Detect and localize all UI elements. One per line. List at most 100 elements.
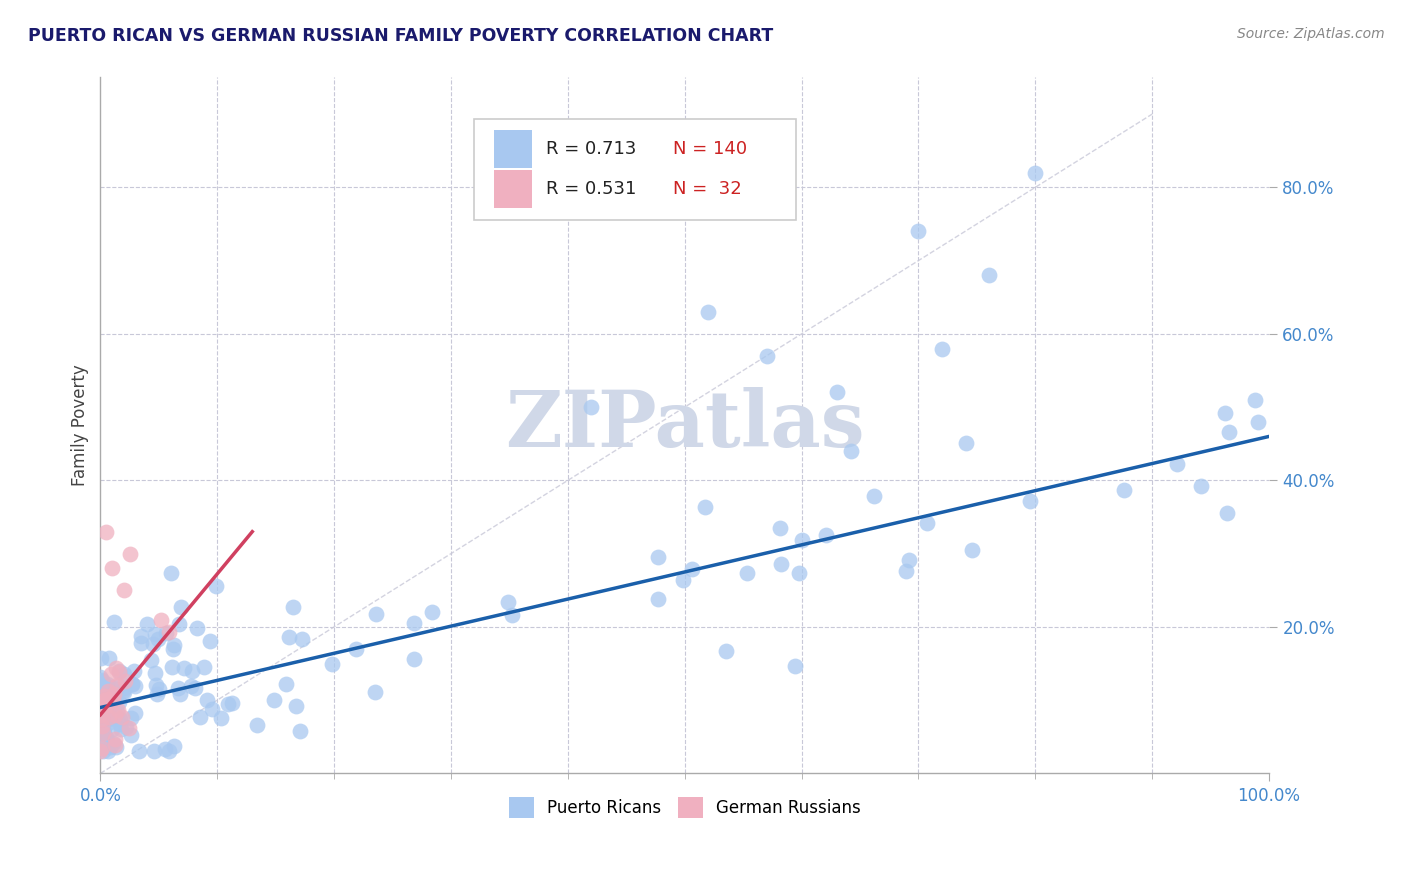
Point	[735, 566, 758, 581]
Point	[97, 681, 120, 695]
Point	[783, 658, 806, 673]
Point	[148, 682, 170, 697]
Point	[290, 723, 312, 738]
Point	[108, 717, 131, 731]
Point	[105, 661, 128, 675]
Point	[98, 739, 121, 754]
Point	[103, 687, 125, 701]
Point	[98, 651, 121, 665]
Point	[697, 305, 720, 319]
Point	[97, 684, 120, 698]
Point	[1024, 166, 1046, 180]
Point	[108, 665, 131, 679]
Text: R = 0.713: R = 0.713	[546, 140, 636, 158]
Point	[100, 694, 122, 708]
Point	[755, 349, 778, 363]
Point	[146, 632, 169, 646]
Point	[769, 521, 792, 535]
Point	[160, 659, 183, 673]
Point	[579, 400, 602, 414]
Point	[496, 595, 519, 609]
Point	[101, 694, 124, 708]
Point	[118, 547, 141, 561]
Point	[105, 739, 128, 754]
Bar	[494, 169, 531, 208]
Point	[146, 687, 169, 701]
Point	[647, 591, 669, 606]
Point	[112, 583, 135, 598]
Point	[91, 673, 114, 687]
Point	[120, 711, 142, 725]
Point	[188, 709, 211, 723]
Point	[93, 690, 115, 704]
Point	[96, 698, 118, 712]
Point	[96, 744, 118, 758]
Point	[90, 674, 112, 689]
Text: ZIPatlas: ZIPatlas	[505, 387, 865, 464]
Point	[90, 735, 112, 749]
Point	[693, 500, 716, 515]
Point	[90, 697, 112, 711]
Point	[89, 707, 111, 722]
Point	[104, 731, 127, 746]
Point	[186, 622, 208, 636]
Point	[149, 613, 172, 627]
Point	[155, 625, 177, 640]
Point	[107, 680, 129, 694]
Point	[104, 708, 127, 723]
Point	[931, 342, 953, 356]
Point	[814, 527, 837, 541]
Point	[129, 635, 152, 649]
Point	[160, 566, 183, 581]
Point	[111, 684, 134, 698]
Point	[108, 695, 131, 709]
Point	[169, 687, 191, 701]
Point	[91, 725, 114, 739]
Point	[170, 599, 193, 614]
Point	[162, 642, 184, 657]
Point	[193, 660, 215, 674]
Point	[136, 616, 159, 631]
Point	[97, 692, 120, 706]
Point	[1018, 493, 1040, 508]
Point	[209, 711, 232, 725]
Point	[100, 711, 122, 725]
Point	[159, 625, 181, 640]
Point	[101, 681, 124, 695]
Point	[787, 566, 810, 580]
Point	[93, 693, 115, 707]
Point	[145, 678, 167, 692]
Point	[278, 630, 301, 644]
Point	[1218, 425, 1240, 439]
Point	[672, 574, 695, 588]
Point	[111, 710, 134, 724]
Point	[118, 721, 141, 735]
Point	[139, 652, 162, 666]
Point	[94, 682, 117, 697]
Point	[960, 543, 983, 558]
Point	[121, 677, 143, 691]
Point	[122, 665, 145, 679]
Point	[108, 711, 131, 725]
Point	[96, 696, 118, 710]
Point	[263, 693, 285, 707]
Point	[96, 524, 118, 539]
Point	[716, 644, 738, 658]
Point	[91, 719, 114, 733]
Point	[94, 679, 117, 693]
Point	[114, 673, 136, 688]
Point	[90, 713, 112, 727]
Text: N =  32: N = 32	[673, 180, 742, 198]
Point	[420, 605, 443, 619]
Point	[344, 642, 367, 657]
Point	[121, 677, 143, 691]
Point	[907, 224, 929, 238]
Point	[98, 707, 121, 722]
Point	[129, 629, 152, 643]
Point	[825, 385, 848, 400]
Point	[94, 731, 117, 746]
Point	[105, 705, 128, 719]
Point	[98, 707, 121, 722]
Point	[104, 738, 127, 752]
Point	[91, 740, 114, 755]
